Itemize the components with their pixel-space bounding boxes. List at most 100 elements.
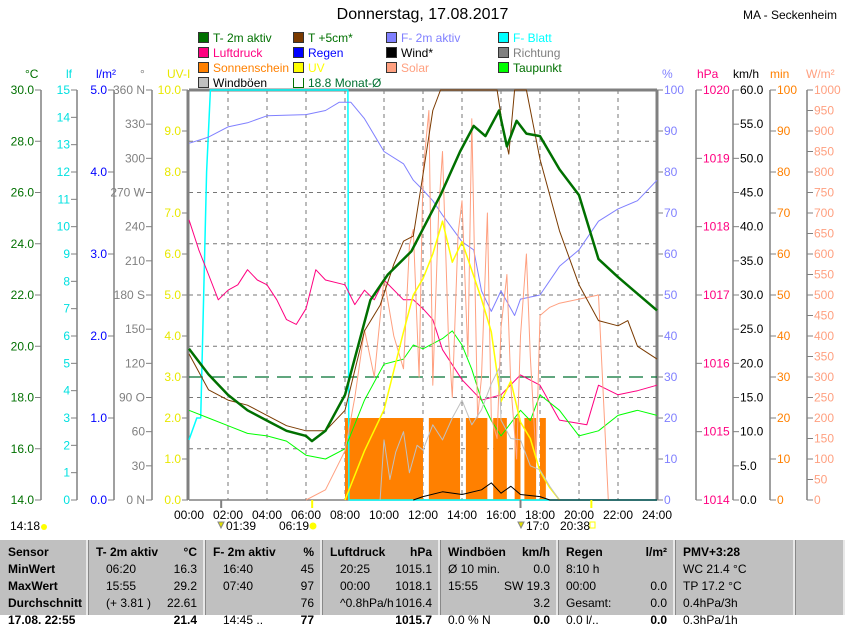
axis-tick-label: 10.0 [740, 425, 764, 439]
axis-tick-label: 330 [125, 117, 145, 131]
axis-tick-label: 90 O [119, 391, 145, 405]
moonrise-label: 01:39 [226, 519, 256, 533]
axis-tick-label: 3.0 [90, 247, 107, 261]
axis-tick-label: 28.0 [11, 134, 35, 148]
axis-tick-label: 0.0 [740, 493, 757, 507]
axis-tick-label: 550 [814, 268, 834, 282]
axis-tick-label: 700 [814, 206, 834, 220]
axis-tick-label: 9 [63, 247, 70, 261]
axis-tick-label: 270 W [110, 186, 145, 200]
legend-item: Luftdruck [198, 45, 262, 61]
table-cell: 1016.4 [395, 596, 432, 610]
legend-item: Sonnenschein [198, 60, 289, 76]
axis-tick-label: 0 [664, 493, 671, 507]
table-cell: 07:40 [223, 579, 254, 593]
axis-unit-sun: min [770, 67, 789, 81]
legend-swatch [498, 47, 509, 58]
axis-tick-label: 70 [777, 206, 791, 220]
legend-label: Windböen [213, 76, 268, 90]
table-cell: F- 2m aktiv [213, 545, 276, 559]
legend-item: Regen [293, 45, 343, 61]
axis-tick-label: 7.0 [164, 206, 181, 220]
axis-tick-label: 60.0 [740, 83, 764, 97]
axis-unit-rain: l/m² [96, 67, 116, 81]
axis-tick-label: 1015 [703, 425, 730, 439]
axis-tick-label: 1019 [703, 151, 730, 165]
table-column: Luftdruck hPa 20:25 1015.1 00:00 1018.1 ^0.8hP… [322, 540, 440, 627]
legend-item: Windböen [198, 75, 267, 91]
stats-table: Sensor MinWert MaxWert Durchschnitt 17.08. 2… [0, 540, 845, 627]
table-column: T- 2m aktiv °C 06:20 16.3 15:55 29.2 (+ 3.81 )… [88, 540, 205, 627]
axis-tick-label: 30 [664, 370, 678, 384]
axis-tick-label: 0 [814, 493, 821, 507]
axis-tick-label: 10 [777, 452, 791, 466]
table-cell: 15:55 [448, 579, 479, 593]
axis-tick-label: 14.0 [11, 493, 35, 507]
axis-tick-label: 30.0 [11, 83, 35, 97]
axis-tick-label: 950 [814, 104, 834, 118]
table-cell: 00:00 [340, 579, 371, 593]
legend-swatch [386, 62, 397, 73]
axis-tick-label: 7 [63, 302, 70, 316]
axis-tick-label: 850 [814, 145, 834, 159]
table-cell: 29.2 [173, 579, 197, 593]
axis-tick-label: 35.0 [740, 254, 764, 268]
series-t-2m-aktiv [188, 109, 658, 443]
series-luftdruck [188, 219, 658, 426]
table-cell: 22.61 [166, 596, 197, 610]
table-cell: 0.0 % N [448, 613, 491, 627]
legend-swatch [198, 62, 209, 73]
axis-tick-label: 12 [57, 165, 71, 179]
axis-tick-label: 3 [63, 411, 70, 425]
axis-tick-label: 60 [777, 247, 791, 261]
axis-tick-label: 0 [777, 493, 784, 507]
table-cell: SW 19.3 [503, 579, 550, 593]
axis-tick-label: 5.0 [164, 288, 181, 302]
axis-tick-label: 180 S [114, 288, 145, 302]
axis-tick-label: 250 [814, 391, 834, 405]
x-tick-label: 02:00 [213, 508, 243, 522]
axis-tick-label: 450 [814, 309, 834, 323]
legend-item: UV [293, 60, 325, 76]
series-t-5cm- [188, 89, 658, 432]
axis-tick-label: 1.0 [164, 452, 181, 466]
legend-item: F- 2m aktiv [386, 30, 460, 46]
axis-tick-label: 20 [777, 411, 791, 425]
sunshine-bar [428, 418, 461, 500]
series-f-blatt [188, 89, 657, 501]
axis-tick-label: 26.0 [11, 186, 35, 200]
axis-unit-press: hPa [697, 67, 719, 81]
axis-tick-label: 50 [664, 288, 678, 302]
legend-swatch [386, 32, 397, 43]
legend-swatch [293, 32, 304, 43]
axis-tick-label: 650 [814, 227, 834, 241]
axis-tick-label: 1000 [814, 83, 841, 97]
axis-tick-label: 900 [814, 124, 834, 138]
axis-tick-label: 500 [814, 288, 834, 302]
legend-item: Richtung [498, 45, 560, 61]
legend-swatch [498, 62, 509, 73]
axis-tick-label: 5.0 [90, 83, 107, 97]
table-cell: 00:00 [566, 579, 597, 593]
axis-unit-hum: % [662, 67, 673, 81]
axis-tick-label: 20 [664, 411, 678, 425]
legend-item: Taupunkt [498, 60, 562, 76]
axis-tick-label: 15 [57, 83, 71, 97]
axis-tick-label: 25.0 [740, 322, 764, 336]
x-tick-label: 10:00 [369, 508, 399, 522]
axis-tick-label: 18.0 [11, 391, 35, 405]
moonrise-icon [217, 521, 225, 530]
legend-swatch [386, 47, 397, 58]
axis-tick-label: 120 [125, 356, 145, 370]
axis-tick-label: 2.0 [164, 411, 181, 425]
axis-tick-label: 360 N [113, 83, 145, 97]
moonset-label: 17:0 [526, 519, 550, 533]
axis-tick-label: 1020 [703, 83, 730, 97]
axis-tick-label: 24.0 [11, 237, 35, 251]
series-taupunkt [188, 330, 658, 460]
legend-swatch [293, 78, 304, 88]
legend-label: T- 2m aktiv [213, 31, 272, 45]
axis-tick-label: 100 [664, 83, 684, 97]
legend-label: Solar [401, 61, 430, 75]
legend-item: F- Blatt [498, 30, 552, 46]
